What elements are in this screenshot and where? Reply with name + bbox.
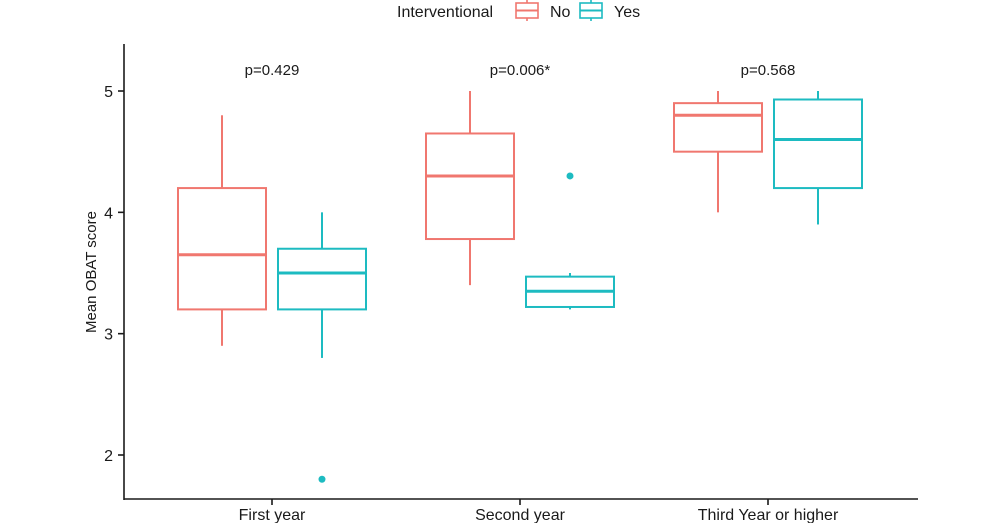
box-no-2: [673, 91, 763, 213]
legend-item-no: No: [515, 0, 571, 21]
box-iqr: [425, 132, 515, 241]
x-tick-label: First year: [239, 507, 306, 523]
box-iqr: [177, 187, 267, 311]
legend-title: Interventional: [397, 4, 493, 21]
y-tick-label: 5: [104, 84, 113, 101]
plot-area: p=0.429 p=0.006* p=0.568: [177, 62, 863, 483]
box-no-1: [425, 91, 515, 286]
outlier-point: [566, 172, 574, 180]
box-yes-0: [277, 212, 367, 483]
p-value-annotation: p=0.006*: [490, 62, 551, 79]
y-axis-title: Mean OBAT score: [83, 211, 100, 333]
box-iqr: [673, 102, 763, 153]
box-iqr: [773, 98, 863, 190]
box-yes-2: [773, 91, 863, 225]
legend: Interventional No Yes: [397, 0, 640, 21]
x-tick-label: Third Year or higher: [698, 507, 839, 523]
box-iqr: [277, 247, 367, 311]
y-axis-ticks: 2 3 4 5: [104, 84, 124, 465]
y-tick-label: 4: [104, 205, 113, 222]
x-tick-label: Second year: [475, 507, 566, 523]
legend-label: Yes: [614, 4, 640, 21]
p-value-annotation: p=0.429: [245, 62, 300, 79]
y-tick-label: 3: [104, 327, 113, 344]
outlier-point: [318, 475, 326, 483]
box-no-0: [177, 115, 267, 346]
y-tick-label: 2: [104, 448, 113, 465]
box-yes-1: [525, 172, 615, 310]
legend-item-yes: Yes: [579, 0, 640, 21]
x-axis-ticks: First year Second year Third Year or highe…: [239, 499, 839, 523]
p-value-annotation: p=0.568: [741, 62, 796, 79]
legend-label: No: [550, 4, 571, 21]
